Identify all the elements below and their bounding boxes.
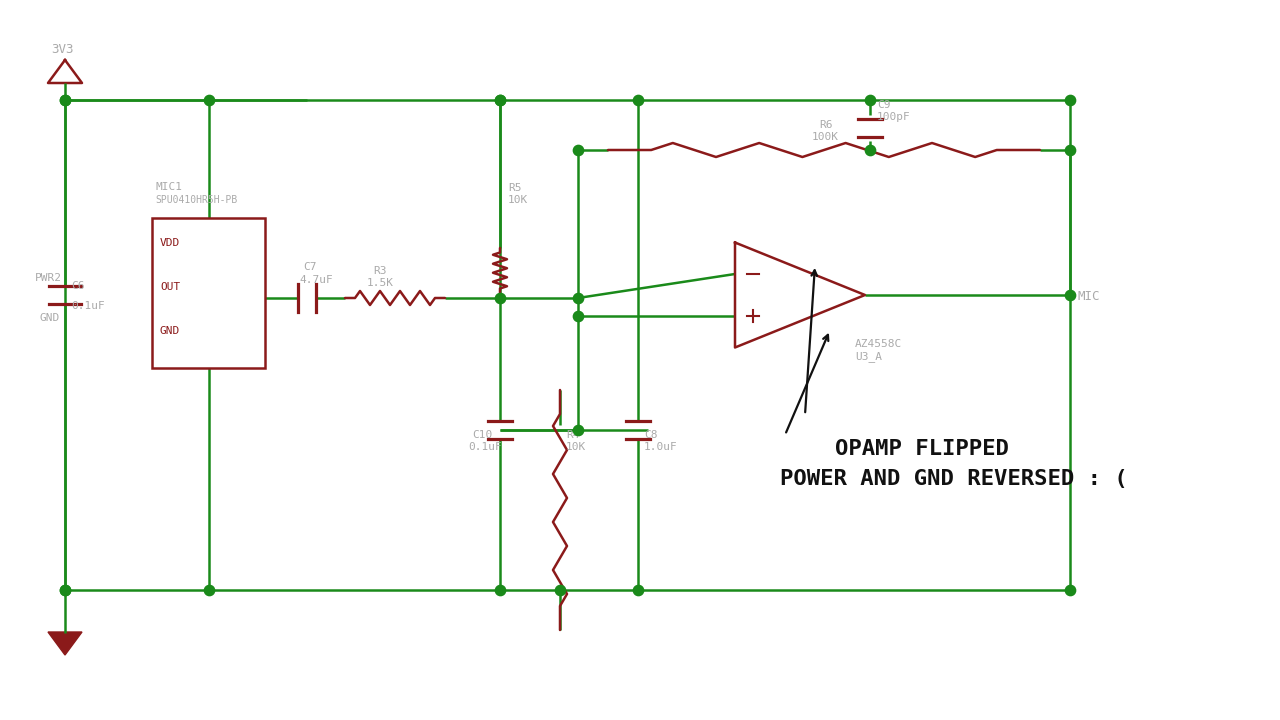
Text: 10K: 10K bbox=[508, 195, 529, 205]
Point bbox=[490, 94, 511, 106]
Point bbox=[55, 584, 76, 595]
Text: 4.7uF: 4.7uF bbox=[300, 275, 333, 285]
Text: AZ4558C: AZ4558C bbox=[855, 339, 902, 349]
Text: C6: C6 bbox=[70, 281, 84, 291]
Text: 0.1uF: 0.1uF bbox=[468, 442, 502, 452]
Text: MIC: MIC bbox=[1078, 290, 1101, 303]
Bar bbox=[152, 218, 265, 368]
Point bbox=[860, 94, 881, 106]
Text: POWER AND GND REVERSED : (: POWER AND GND REVERSED : ( bbox=[780, 469, 1128, 489]
Text: 1.0uF: 1.0uF bbox=[644, 442, 677, 452]
Text: C7: C7 bbox=[303, 262, 316, 272]
Point bbox=[627, 94, 648, 106]
Text: 0.1uF: 0.1uF bbox=[70, 301, 105, 311]
Text: 10K: 10K bbox=[566, 442, 586, 452]
Point bbox=[568, 292, 589, 304]
Point bbox=[198, 584, 219, 595]
Text: VDD: VDD bbox=[160, 238, 180, 248]
Text: C8: C8 bbox=[644, 430, 658, 440]
Point bbox=[860, 144, 881, 156]
Point bbox=[490, 584, 511, 595]
Text: C10: C10 bbox=[472, 430, 493, 440]
Point bbox=[55, 584, 76, 595]
Point bbox=[1060, 289, 1080, 301]
Point bbox=[568, 310, 589, 322]
Text: R6: R6 bbox=[819, 120, 832, 130]
Text: U3_A: U3_A bbox=[855, 351, 882, 362]
Point bbox=[1060, 144, 1080, 156]
Text: OUT: OUT bbox=[160, 282, 180, 292]
Text: OPAMP FLIPPED: OPAMP FLIPPED bbox=[835, 439, 1009, 459]
Point bbox=[550, 584, 571, 595]
Point bbox=[490, 292, 511, 304]
Text: MIC1: MIC1 bbox=[155, 182, 182, 192]
Text: 1.5K: 1.5K bbox=[367, 278, 394, 288]
Point bbox=[55, 94, 76, 106]
Point bbox=[55, 94, 76, 106]
Text: GND: GND bbox=[40, 313, 60, 323]
Point bbox=[1060, 94, 1080, 106]
Point bbox=[198, 94, 219, 106]
Text: 100pF: 100pF bbox=[877, 112, 911, 122]
Point bbox=[568, 144, 589, 156]
Text: SPU0410HR5H-PB: SPU0410HR5H-PB bbox=[155, 195, 237, 205]
Text: C9: C9 bbox=[877, 100, 891, 110]
Text: R3: R3 bbox=[372, 266, 387, 276]
Text: GND: GND bbox=[160, 326, 180, 336]
Text: PWR2: PWR2 bbox=[35, 273, 61, 283]
Point bbox=[1060, 584, 1080, 595]
Text: R4: R4 bbox=[566, 430, 580, 440]
Point bbox=[627, 584, 648, 595]
Polygon shape bbox=[49, 632, 82, 655]
Point bbox=[568, 424, 589, 436]
Point bbox=[490, 94, 511, 106]
Text: 3V3: 3V3 bbox=[51, 43, 73, 56]
Text: R5: R5 bbox=[508, 183, 521, 193]
Text: 100K: 100K bbox=[812, 132, 838, 142]
